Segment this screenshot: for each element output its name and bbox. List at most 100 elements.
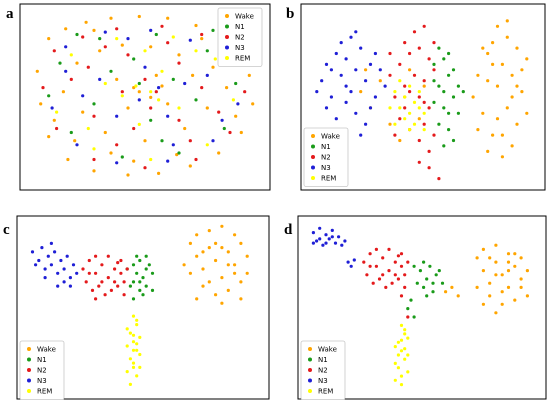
data-point <box>138 335 142 339</box>
data-point <box>451 95 456 99</box>
data-point <box>324 106 329 110</box>
data-point <box>75 271 79 275</box>
data-point <box>408 111 412 115</box>
legend-marker <box>27 347 31 351</box>
data-point <box>352 258 356 262</box>
data-point <box>406 315 410 319</box>
legend-label: N1 <box>235 23 245 31</box>
data-point <box>239 130 243 135</box>
legend-marker <box>225 14 229 18</box>
data-point <box>408 84 412 88</box>
series-n3 <box>30 241 79 288</box>
data-point <box>422 111 426 115</box>
data-point <box>456 111 460 115</box>
data-point <box>422 84 426 88</box>
data-point <box>344 57 348 61</box>
data-point <box>150 288 155 292</box>
data-point <box>214 258 218 263</box>
data-point <box>427 57 431 61</box>
data-point <box>417 106 421 110</box>
data-point <box>412 73 417 77</box>
data-point <box>81 267 85 271</box>
data-point <box>486 79 490 83</box>
panel-d: d Wake N1 N2 N3 REM <box>284 215 547 400</box>
data-point <box>128 331 132 335</box>
panel-letter: a <box>6 6 14 22</box>
data-point <box>442 90 446 94</box>
data-point <box>415 281 419 285</box>
data-point <box>205 73 209 77</box>
data-point <box>432 68 436 72</box>
data-point <box>138 280 142 284</box>
data-point <box>100 263 104 267</box>
data-point <box>525 294 530 298</box>
data-point <box>434 273 438 277</box>
data-point <box>30 250 35 254</box>
legend-label: Wake <box>318 346 337 354</box>
data-point <box>115 114 119 118</box>
data-point <box>334 51 338 56</box>
data-point <box>126 53 130 57</box>
data-point <box>383 84 387 88</box>
data-point <box>373 95 377 99</box>
data-point <box>444 290 448 294</box>
data-point <box>388 122 392 126</box>
series-wake <box>359 19 529 159</box>
data-point <box>393 273 397 277</box>
data-point <box>481 247 485 251</box>
data-point <box>442 144 446 148</box>
data-point <box>500 273 504 277</box>
data-point <box>137 81 141 86</box>
data-point <box>408 128 412 132</box>
legend-marker <box>311 165 315 170</box>
data-point <box>339 41 343 45</box>
data-point <box>451 68 456 72</box>
data-point <box>233 263 237 267</box>
data-point <box>412 30 417 34</box>
data-point <box>417 90 421 94</box>
data-point <box>378 68 382 72</box>
data-point <box>92 28 96 32</box>
data-point <box>422 128 426 132</box>
data-point <box>506 260 511 264</box>
data-point <box>177 118 181 122</box>
data-point <box>344 84 348 88</box>
legend-label: Wake <box>321 133 340 141</box>
data-point <box>422 260 426 264</box>
data-point <box>456 294 460 298</box>
data-point <box>49 241 54 245</box>
data-point <box>403 357 407 361</box>
data-point <box>122 280 126 284</box>
data-point <box>359 90 363 94</box>
data-point <box>188 139 192 143</box>
data-point <box>403 332 407 336</box>
data-point <box>513 252 517 256</box>
data-point <box>315 239 319 243</box>
data-point <box>344 100 348 104</box>
data-point <box>175 153 179 157</box>
legend-label: REM <box>321 175 336 183</box>
legend-box <box>300 340 346 400</box>
data-point <box>59 258 63 263</box>
data-point <box>393 378 397 382</box>
data-point <box>396 353 400 357</box>
data-point <box>177 106 181 110</box>
data-point <box>52 118 56 122</box>
data-point <box>71 263 76 267</box>
data-point <box>427 149 431 153</box>
data-point <box>481 111 485 115</box>
data-point <box>505 35 509 39</box>
data-point <box>200 32 204 37</box>
data-point <box>226 250 230 254</box>
data-point <box>349 35 353 39</box>
legend-marker <box>225 56 229 60</box>
data-point <box>134 84 138 88</box>
data-point <box>149 106 153 110</box>
data-point <box>245 254 249 258</box>
data-point <box>201 267 205 271</box>
panel-letter: b <box>286 6 294 22</box>
data-point <box>425 277 429 281</box>
data-point <box>362 260 366 264</box>
data-point <box>220 118 224 122</box>
data-point <box>177 151 181 155</box>
